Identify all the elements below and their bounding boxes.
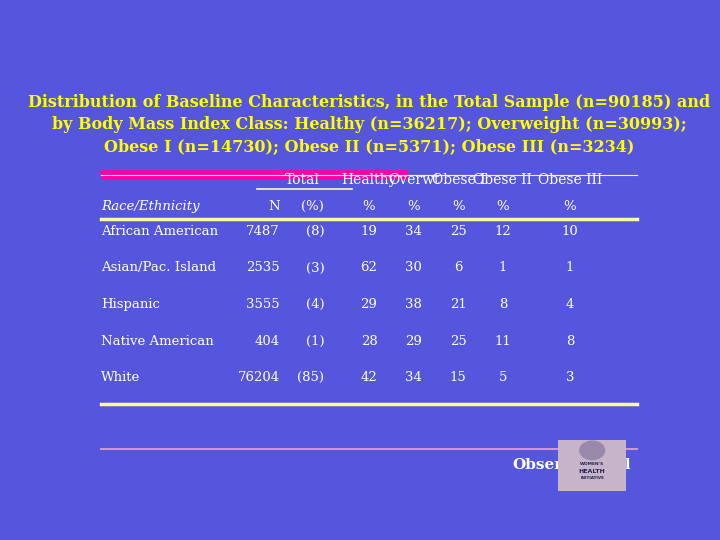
Text: N: N [268,200,280,213]
Text: Observational: Observational [513,458,631,472]
Text: Obese I: Obese I [431,173,485,187]
Text: %: % [452,200,464,213]
Circle shape [580,441,605,460]
Text: 1: 1 [566,261,574,274]
Text: 19: 19 [361,225,377,238]
Text: (85): (85) [297,371,324,384]
Text: 3: 3 [566,371,574,384]
Text: WOMEN'S: WOMEN'S [580,462,604,465]
Text: Hispanic: Hispanic [101,298,160,311]
Text: 42: 42 [361,371,377,384]
Text: (1): (1) [306,335,324,348]
Text: Distribution of Baseline Characteristics, in the Total Sample (n=90185) and
by B: Distribution of Baseline Characteristics… [28,94,710,156]
Text: 11: 11 [495,335,511,348]
Text: 38: 38 [405,298,422,311]
Text: (3): (3) [305,261,324,274]
Text: 29: 29 [361,298,377,311]
Text: 21: 21 [450,298,467,311]
Text: 8: 8 [499,298,507,311]
Text: Asian/Pac. Island: Asian/Pac. Island [101,261,216,274]
Text: 30: 30 [405,261,422,274]
Text: White: White [101,371,140,384]
Text: 29: 29 [405,335,422,348]
Text: African American: African American [101,225,218,238]
Text: (%): (%) [302,200,324,213]
Text: 15: 15 [450,371,467,384]
Text: 1: 1 [499,261,507,274]
Text: 10: 10 [562,225,578,238]
Text: 62: 62 [361,261,377,274]
Text: 8: 8 [566,335,574,348]
Text: 404: 404 [255,335,280,348]
Text: %: % [564,200,576,213]
Text: (8): (8) [306,225,324,238]
Text: 25: 25 [450,335,467,348]
Text: Total: Total [284,173,320,187]
Text: %: % [363,200,375,213]
Text: %: % [408,200,420,213]
Text: INITIATIVE: INITIATIVE [580,476,604,480]
Text: Obese III: Obese III [538,173,602,187]
Text: Race/Ethnicity: Race/Ethnicity [101,200,199,213]
Text: Healthy: Healthy [341,173,397,187]
Text: HEALTH: HEALTH [579,469,606,474]
Text: 12: 12 [495,225,511,238]
Text: 4: 4 [566,298,574,311]
Text: Overwt: Overwt [388,173,439,187]
Text: 76204: 76204 [238,371,280,384]
Text: 25: 25 [450,225,467,238]
Text: %: % [497,200,509,213]
Text: 34: 34 [405,225,422,238]
Text: Native American: Native American [101,335,214,348]
Text: 6: 6 [454,261,462,274]
Text: 2535: 2535 [246,261,280,274]
Text: (4): (4) [306,298,324,311]
Text: 28: 28 [361,335,377,348]
Text: 5: 5 [499,371,507,384]
Text: Obese II: Obese II [474,173,532,187]
Text: 3555: 3555 [246,298,280,311]
Text: 7487: 7487 [246,225,280,238]
Text: 34: 34 [405,371,422,384]
